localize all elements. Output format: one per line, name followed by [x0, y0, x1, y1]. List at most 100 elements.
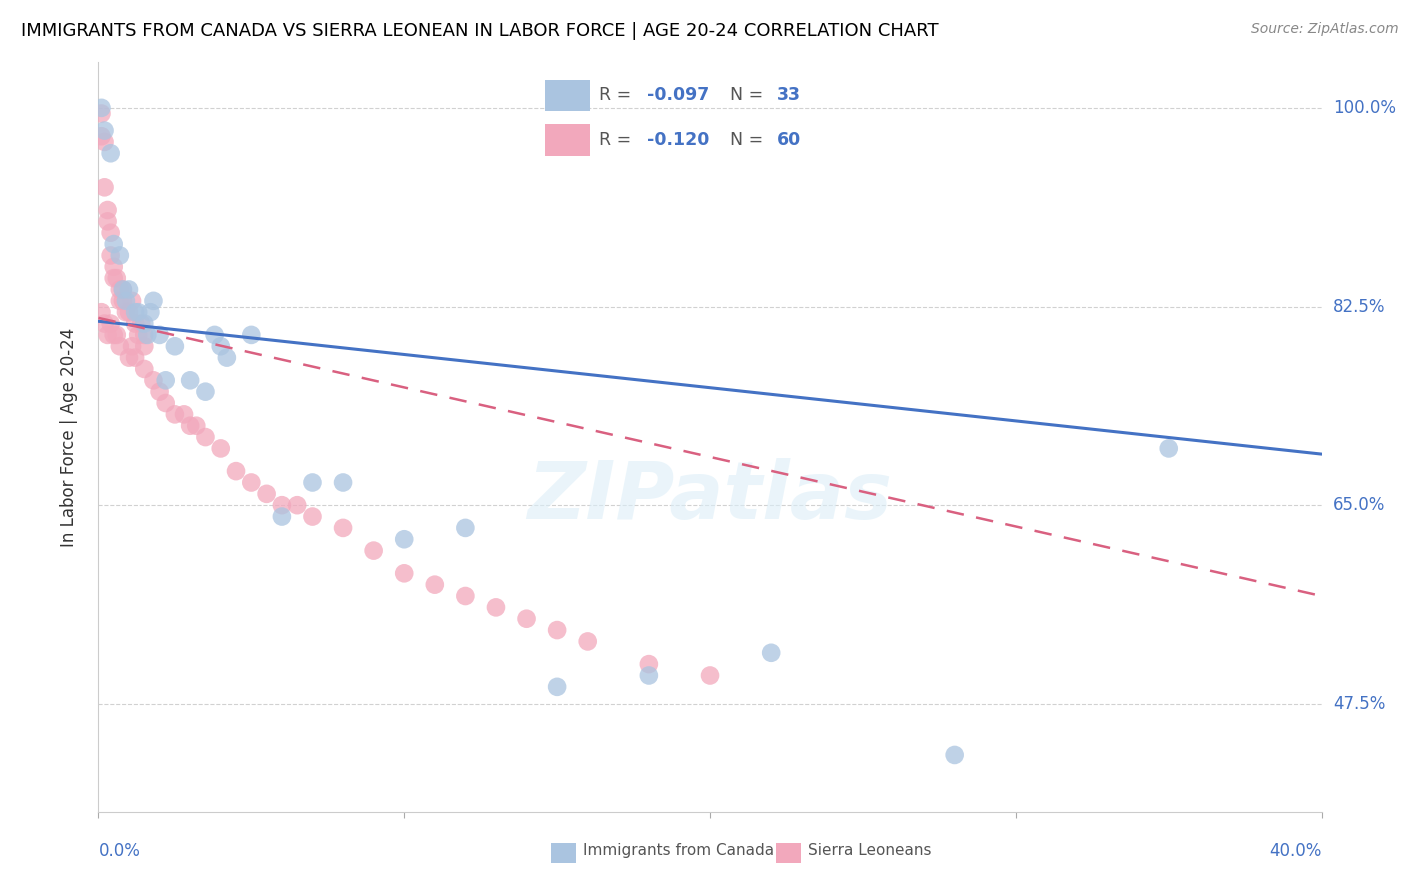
Point [93, 123, 115, 137]
Point [332, 521, 354, 535]
Point [155, 373, 177, 387]
Point [163, 408, 186, 422]
Point [699, 668, 721, 682]
Point [103, 237, 125, 252]
Point [108, 339, 131, 353]
Point [240, 475, 263, 490]
Point [454, 589, 477, 603]
Point [115, 293, 138, 308]
Point [215, 351, 238, 365]
Point [186, 418, 208, 433]
Point [108, 293, 131, 308]
Point [118, 305, 141, 319]
Point [93, 135, 115, 149]
Point [270, 509, 292, 524]
Text: 82.5%: 82.5% [1333, 298, 1385, 316]
Point [194, 384, 217, 399]
Point [111, 283, 134, 297]
Point [134, 327, 156, 342]
Point [270, 498, 292, 512]
Point [90, 305, 112, 319]
Point [134, 362, 156, 376]
Point [108, 283, 131, 297]
Point [111, 283, 134, 297]
Point [149, 327, 172, 342]
Point [108, 248, 131, 262]
Point [332, 475, 354, 490]
Point [943, 747, 966, 762]
Point [136, 327, 159, 342]
Point [1157, 442, 1180, 456]
Point [759, 646, 782, 660]
Point [392, 533, 416, 547]
Point [118, 351, 141, 365]
Point [240, 327, 263, 342]
Point [100, 146, 122, 161]
Point [142, 293, 165, 308]
Point [121, 339, 143, 353]
Point [149, 384, 172, 399]
Point [127, 305, 149, 319]
Point [485, 600, 508, 615]
Point [121, 293, 143, 308]
Text: 47.5%: 47.5% [1333, 695, 1385, 713]
Point [100, 226, 122, 240]
Point [97, 214, 120, 228]
Text: 65.0%: 65.0% [1333, 496, 1385, 514]
Text: Source: ZipAtlas.com: Source: ZipAtlas.com [1251, 22, 1399, 37]
Point [103, 271, 125, 285]
Point [134, 339, 156, 353]
Point [139, 305, 162, 319]
Point [90, 101, 112, 115]
Point [111, 293, 134, 308]
Point [103, 260, 125, 274]
Point [301, 475, 323, 490]
Point [142, 373, 165, 387]
Text: Immigrants from Canada: Immigrants from Canada [583, 844, 775, 858]
Point [363, 543, 385, 558]
Point [115, 305, 138, 319]
Point [129, 317, 152, 331]
Point [637, 657, 661, 672]
Point [576, 634, 599, 648]
Point [454, 521, 477, 535]
Text: 100.0%: 100.0% [1333, 99, 1396, 117]
Point [97, 202, 120, 217]
Point [105, 271, 128, 285]
Point [93, 180, 115, 194]
Point [546, 623, 568, 637]
Point [100, 317, 122, 331]
Point [179, 418, 201, 433]
Point [105, 327, 128, 342]
Point [209, 339, 232, 353]
Point [204, 327, 226, 342]
Point [225, 464, 247, 478]
Point [179, 373, 201, 387]
Point [546, 680, 568, 694]
Point [155, 396, 177, 410]
Point [93, 317, 115, 331]
Point [118, 283, 141, 297]
Point [209, 442, 232, 456]
Point [516, 612, 538, 626]
Point [301, 509, 323, 524]
Point [173, 408, 195, 422]
Point [127, 327, 149, 342]
Point [256, 487, 278, 501]
Point [103, 327, 125, 342]
Point [423, 577, 446, 591]
Text: 40.0%: 40.0% [1270, 842, 1322, 860]
Text: Sierra Leoneans: Sierra Leoneans [808, 844, 932, 858]
Point [637, 668, 661, 682]
Point [124, 317, 146, 331]
Point [392, 566, 416, 581]
Point [134, 317, 156, 331]
Text: IMMIGRANTS FROM CANADA VS SIERRA LEONEAN IN LABOR FORCE | AGE 20-24 CORRELATION : IMMIGRANTS FROM CANADA VS SIERRA LEONEAN… [21, 22, 939, 40]
Point [90, 129, 112, 144]
Point [285, 498, 308, 512]
Point [194, 430, 217, 444]
Point [97, 327, 120, 342]
Point [100, 248, 122, 262]
Text: ZIPatlas: ZIPatlas [527, 458, 893, 536]
Text: 0.0%: 0.0% [98, 842, 141, 860]
